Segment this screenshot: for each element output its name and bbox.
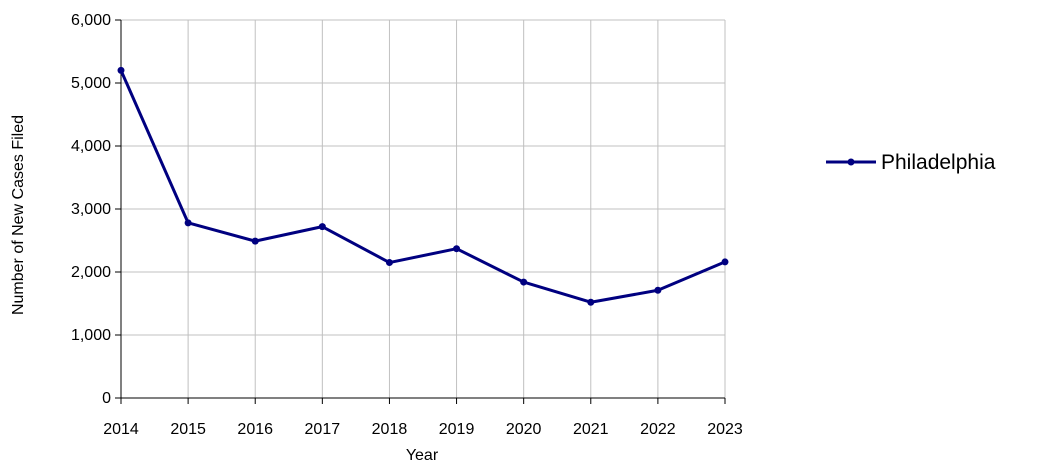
- series-line-philadelphia: [119, 69, 726, 304]
- x-axis-title: Year: [406, 447, 439, 464]
- y-tick-label: 0: [102, 390, 111, 407]
- legend-label-philadelphia: Philadelphia: [881, 151, 996, 174]
- y-tick-label: 5,000: [71, 75, 111, 92]
- y-tick-label: 6,000: [71, 12, 111, 29]
- data-point: [385, 259, 393, 267]
- data-point: [184, 219, 192, 227]
- data-point: [520, 278, 528, 286]
- y-tick-label: 3,000: [71, 201, 111, 218]
- data-point: [721, 258, 729, 266]
- x-tick-label: 2017: [305, 421, 341, 438]
- x-tick-label: 2023: [707, 421, 743, 438]
- series-layer: [117, 66, 729, 306]
- x-tick-label: 2022: [640, 421, 676, 438]
- x-tick-label: 2021: [573, 421, 609, 438]
- data-point: [453, 245, 461, 253]
- x-tick-label: 2018: [372, 421, 408, 438]
- data-point: [251, 237, 259, 245]
- legend-marker: [847, 158, 855, 166]
- y-tick-label: 2,000: [71, 264, 111, 281]
- x-tick-label: 2019: [439, 421, 475, 438]
- legend: Philadelphia: [826, 151, 996, 174]
- data-point: [117, 66, 125, 74]
- x-tick-label: 2020: [506, 421, 542, 438]
- x-tick-label: 2015: [170, 421, 206, 438]
- y-axis-title: Number of New Cases Filed: [10, 115, 27, 315]
- tick-labels: 0 1,000 2,000 3,000 4,000 5,000 6,000 2014 2015 2…: [71, 12, 743, 438]
- x-tick-label: 2016: [237, 421, 273, 438]
- y-tick-label: 4,000: [71, 138, 111, 155]
- axes: [115, 19, 726, 404]
- data-point: [654, 286, 662, 294]
- x-tick-label: 2014: [103, 421, 139, 438]
- data-point: [587, 298, 595, 306]
- grid: [121, 19, 726, 398]
- y-tick-label: 1,000: [71, 327, 111, 344]
- data-point: [318, 223, 326, 231]
